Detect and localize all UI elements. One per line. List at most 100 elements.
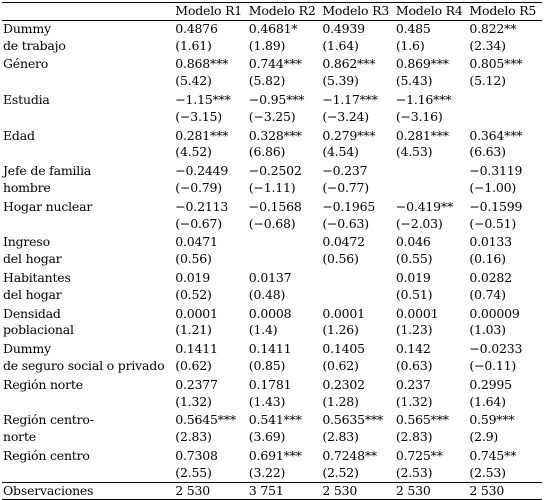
table-cell-r2: −0.1568 (248, 198, 302, 214)
table-cell-r1: 0.281*** (175, 127, 229, 143)
table-cell-variable: norte (3, 429, 36, 445)
table-cell-r1: (2.55) (175, 464, 212, 480)
table-cell-r1: (5.42) (175, 73, 212, 89)
table-cell-r4: (0.63) (395, 357, 433, 373)
table-cell-variable: Región norte (3, 376, 83, 392)
table-cell-variable (2, 144, 174, 161)
table-cell-r1: (−0.79) (175, 179, 222, 195)
table-row: Jefe de familia −0.2449 −0.2502 −0.237 −0.31… (2, 161, 542, 180)
table-cell-r2: (−3.25) (248, 108, 296, 124)
table-cell-r2 (248, 251, 322, 268)
table-cell-r5: (0.16) (469, 251, 506, 267)
table-cell-r4 (395, 161, 469, 180)
table-cell-r1: 0.868*** (175, 56, 229, 72)
table-cell-r2: (0.85) (248, 357, 286, 373)
table-cell-r5: −0.0233 (469, 341, 523, 357)
table-row: Edad 0.281*** 0.328*** 0.279*** 0.281*** 0.36… (2, 126, 542, 145)
table-cell-r3: (1.64) (322, 37, 359, 53)
table-cell-r4: 0.485 (395, 20, 431, 36)
table-cell-r5: (2.53) (469, 464, 506, 480)
table-row: (2.55) (3.22) (2.52) (2.53) (2.53) (2, 465, 542, 482)
table-cell-r5: (2.34) (469, 37, 506, 53)
table-cell-variable: de seguro social o privado (3, 357, 165, 373)
table-cell-r4: 0.142 (395, 341, 431, 357)
table-cell-r3: 0.4939 (322, 20, 365, 36)
table-cell-variable: Dummy (3, 341, 51, 357)
table-cell-r4: (−3.16) (395, 108, 443, 124)
table-cell-r5: (6.63) (469, 144, 506, 160)
table-cell-r2: (−1.11) (248, 179, 296, 195)
table-cell-r4: (−2.03) (395, 215, 443, 231)
table-cell-variable (2, 73, 174, 90)
table-row: Región norte 0.2377 0.1781 0.2302 0.237 0.299… (2, 375, 542, 394)
table-cell-r1: 0.5645*** (175, 412, 236, 428)
table-cell-r1: 0.4876 (175, 20, 218, 36)
table-row: Densidad 0.0001 0.0008 0.0001 0.0001 0.00009 (2, 304, 542, 323)
table-row: de seguro social o privado (0.62) (0.85) (0… (2, 358, 542, 375)
table-cell-r2: 0.1411 (248, 341, 292, 357)
observations-row: Observaciones 2 530 3 751 2 530 2 530 2 … (2, 481, 542, 500)
table-cell-r4: 0.0001 (395, 305, 439, 321)
table-cell-r2: (1.4) (248, 322, 278, 338)
table-cell-r5: 0.0282 (469, 269, 512, 285)
table-cell-r1: (−3.15) (175, 108, 222, 124)
table-row: del hogar (0.56) (0.56) (0.55) (0.16) (2, 251, 542, 268)
table-cell-variable: Dummy (3, 20, 51, 36)
table-cell-r2: 0.0008 (248, 305, 292, 321)
table-cell-r3: 0.0001 (322, 305, 365, 321)
table-cell-r2: 0.4681* (248, 20, 298, 36)
table-cell-r4: −1.16*** (395, 91, 452, 107)
table-cell-variable: Habitantes (3, 269, 71, 285)
table-row: Región centro 0.7308 0.691*** 0.7248** 0.725… (2, 446, 542, 465)
table-cell-r3: (4.54) (322, 144, 359, 160)
table-row: hombre (−0.79) (−1.11) (−0.77) (−1.00) (2, 180, 542, 197)
table-cell-r1: (1.21) (175, 322, 212, 338)
table-cell-r4: 0.046 (395, 234, 431, 250)
table-cell-r2: (6.86) (248, 144, 286, 160)
table-cell-variable: Ingreso (3, 234, 50, 250)
table-cell-r5: 0.745** (469, 447, 517, 463)
table-cell-r4: (1.32) (395, 393, 433, 409)
table-row: (−0.67) (−0.68) (−0.63) (−2.03) (−0.51) (2, 216, 542, 233)
table-cell-r2: (0.48) (248, 286, 286, 302)
table-cell-r3: −0.237 (322, 163, 368, 179)
table-cell-r3: (−3.24) (322, 108, 369, 124)
table-cell-r2: (3.69) (248, 429, 286, 445)
table-cell-variable: Edad (3, 127, 35, 143)
footer-cell-r3: 2 530 (321, 481, 395, 500)
table-row: Habitantes 0.019 0.0137 0.019 0.0282 (2, 268, 542, 287)
table-cell-r2: (1.43) (248, 393, 286, 409)
table-cell-variable: Región centro- (3, 412, 94, 428)
table-cell-r2: (5.82) (248, 73, 286, 89)
table-cell-r2: 0.541*** (248, 412, 302, 428)
table-cell-r3: (0.62) (322, 357, 359, 373)
table-cell-r2: 0.0137 (248, 269, 292, 285)
table-cell-r5: 0.822** (469, 20, 517, 36)
table-cell-r5: −0.3119 (469, 163, 523, 179)
table-cell-r3: (0.56) (322, 251, 359, 267)
table-cell-r2: (1.89) (248, 37, 286, 53)
table-cell-r1: (4.52) (175, 144, 212, 160)
table-cell-variable: Estudia (3, 91, 50, 107)
table-cell-variable: Región centro (3, 447, 90, 463)
table-cell-r5: 0.59*** (469, 412, 515, 428)
table-cell-r4: (5.43) (395, 73, 433, 89)
table-cell-r3: 0.0472 (322, 234, 365, 250)
table-cell-r5: (−0.51) (469, 215, 517, 231)
table-cell-r1: 0.2377 (175, 376, 218, 392)
footer-cell-label: Observaciones (2, 481, 175, 500)
table-cell-r5 (468, 109, 542, 126)
table-row: Región centro- 0.5645*** 0.541*** 0.5635***… (2, 410, 542, 429)
footer-cell-r5: 2 530 (468, 481, 542, 500)
table-cell-r5: (5.12) (469, 73, 506, 89)
table-cell-r4: (1.6) (395, 37, 425, 53)
table-cell-r5: 0.0133 (469, 234, 512, 250)
table-cell-r5: (−0.11) (469, 357, 517, 373)
table-cell-r1: −0.2449 (175, 163, 229, 179)
table-cell-r1: 0.7308 (175, 447, 218, 463)
table-cell-variable: Género (3, 56, 49, 72)
table-cell-r2: −0.2502 (248, 163, 302, 179)
table-cell-r1: 0.0001 (175, 305, 218, 321)
table-cell-r5: 0.2995 (469, 376, 512, 392)
